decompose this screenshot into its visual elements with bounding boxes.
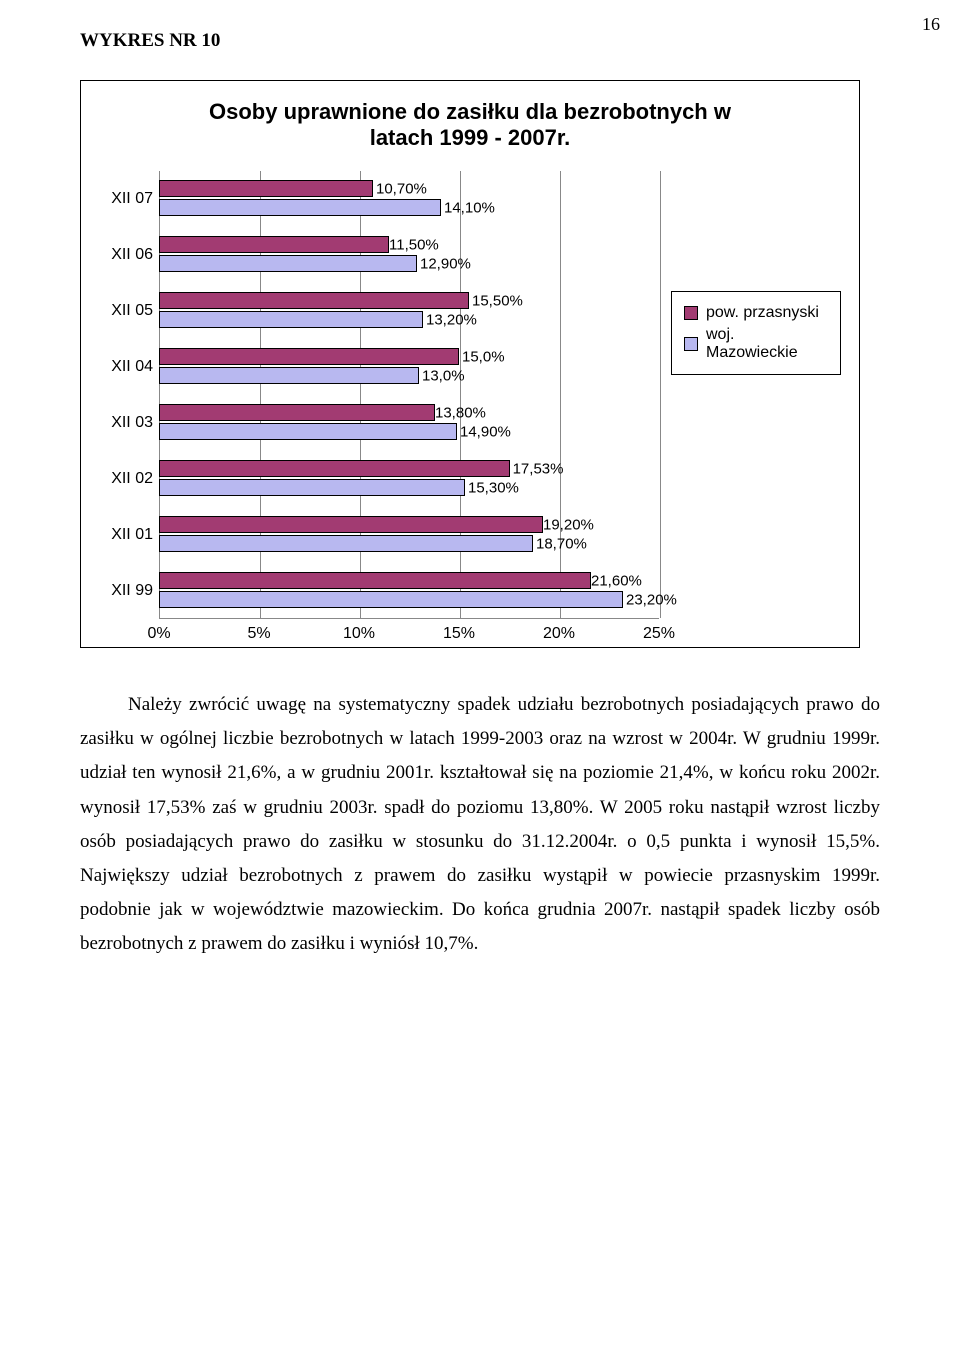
legend-item-woj: woj. Mazowieckie: [684, 324, 828, 364]
bar-pow: 21,60%: [159, 572, 591, 589]
legend-swatch-pow: [684, 306, 698, 320]
chart-title: Osoby uprawnione do zasiłku dla bezrobot…: [99, 99, 841, 151]
x-tick-label: 25%: [643, 625, 675, 643]
category-label: XII 99: [99, 582, 153, 600]
bar-woj: 18,70%: [159, 535, 533, 552]
bar-value-pow: 11,50%: [389, 236, 439, 253]
legend: pow. przasnyski woj. Mazowieckie: [671, 291, 841, 375]
bar-pow: 13,80%: [159, 404, 435, 421]
bar-value-pow: 13,80%: [435, 404, 486, 421]
bar-woj: 13,20%: [159, 311, 423, 328]
bar-value-woj: 18,70%: [536, 535, 587, 552]
legend-label-pow: pow. przasnyski: [706, 304, 819, 322]
chart-heading: WYKRES NR 10: [80, 30, 880, 52]
category-label: XII 07: [99, 190, 153, 208]
category-label: XII 04: [99, 358, 153, 376]
bar-pow: 15,50%: [159, 292, 469, 309]
legend-item-pow: pow. przasnyski: [684, 302, 828, 324]
bar-value-pow: 17,53%: [513, 460, 564, 477]
legend-swatch-woj: [684, 337, 698, 351]
bar-value-woj: 12,90%: [420, 255, 471, 272]
category-row: XII 99 21,60% 23,20%: [99, 563, 659, 619]
bar-value-woj: 15,30%: [468, 479, 519, 496]
category-label: XII 05: [99, 302, 153, 320]
category-row: XII 04 15,0% 13,0%: [99, 339, 659, 395]
category-row: XII 06 11,50% 12,90%: [99, 227, 659, 283]
bar-pow: 19,20%: [159, 516, 543, 533]
category-label: XII 02: [99, 470, 153, 488]
chart-title-line2: latach 1999 - 2007r.: [370, 125, 571, 150]
bar-value-pow: 21,60%: [591, 572, 642, 589]
x-tick-label: 5%: [247, 625, 270, 643]
category-row: XII 03 13,80% 14,90%: [99, 395, 659, 451]
category-label: XII 03: [99, 414, 153, 432]
page-number: 16: [922, 14, 940, 35]
bar-woj: 13,0%: [159, 367, 419, 384]
bar-woj: 12,90%: [159, 255, 417, 272]
chart-container: Osoby uprawnione do zasiłku dla bezrobot…: [80, 80, 860, 648]
bar-value-woj: 13,0%: [422, 367, 465, 384]
bar-value-pow: 10,70%: [376, 180, 427, 197]
bar-pow: 15,0%: [159, 348, 459, 365]
legend-label-woj: woj. Mazowieckie: [706, 326, 828, 362]
bar-value-pow: 15,0%: [462, 348, 505, 365]
bar-woj: 14,90%: [159, 423, 457, 440]
bar-value-pow: 19,20%: [543, 516, 594, 533]
category-row: XII 05 15,50% 13,20%: [99, 283, 659, 339]
bar-pow: 10,70%: [159, 180, 373, 197]
paragraph-text: Należy zwrócić uwagę na systematyczny sp…: [80, 688, 880, 962]
x-tick-label: 20%: [543, 625, 575, 643]
bar-woj: 14,10%: [159, 199, 441, 216]
bar-pow: 17,53%: [159, 460, 510, 477]
bar-woj: 23,20%: [159, 591, 623, 608]
chart-title-line1: Osoby uprawnione do zasiłku dla bezrobot…: [209, 99, 731, 124]
bar-value-woj: 14,90%: [460, 423, 511, 440]
bar-pow: 11,50%: [159, 236, 389, 253]
category-row: XII 01 19,20% 18,70%: [99, 507, 659, 563]
x-tick-label: 10%: [343, 625, 375, 643]
body-paragraph: Należy zwrócić uwagę na systematyczny sp…: [80, 688, 880, 962]
bar-woj: 15,30%: [159, 479, 465, 496]
category-label: XII 06: [99, 246, 153, 264]
category-row: XII 02 17,53% 15,30%: [99, 451, 659, 507]
x-tick-label: 0%: [147, 625, 170, 643]
plot-area: 0%5%10%15%20%25% XII 0710,70%14,10%XII 0…: [159, 171, 665, 619]
category-row: XII 07 10,70% 14,10%: [99, 171, 659, 227]
category-label: XII 01: [99, 526, 153, 544]
bar-value-woj: 23,20%: [626, 591, 677, 608]
bar-value-woj: 14,10%: [444, 199, 495, 216]
x-axis-ticks: 0%5%10%15%20%25%: [159, 619, 659, 643]
bar-value-pow: 15,50%: [472, 292, 523, 309]
x-tick-label: 15%: [443, 625, 475, 643]
bar-value-woj: 13,20%: [426, 311, 477, 328]
